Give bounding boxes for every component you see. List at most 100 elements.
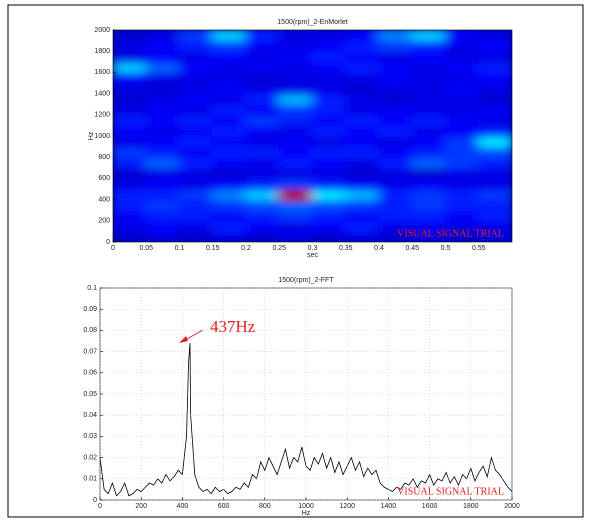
heatmap-cell — [311, 92, 347, 106]
heatmap-cell — [311, 103, 347, 116]
x-tick-label: 2000 — [504, 503, 520, 510]
heatmap-cell — [378, 30, 414, 42]
x-tick-label: 0.5 — [441, 245, 451, 252]
heatmap-cell — [178, 92, 214, 106]
heatmap-cell — [113, 124, 148, 137]
watermark: VISUAL SIGNAL TRIAL — [397, 486, 504, 497]
heatmap-cell — [344, 113, 380, 127]
heatmap-cell — [245, 60, 281, 74]
heatmap-cell — [278, 82, 314, 95]
x-tick-label: 0.05 — [139, 245, 153, 252]
heatmap-cell — [211, 103, 247, 116]
y-tick-label: 800 — [98, 154, 110, 161]
heatmap-cell — [211, 71, 247, 84]
x-tick-label: 600 — [218, 503, 230, 510]
heatmap-cell — [444, 71, 480, 84]
heatmap-cell — [278, 198, 314, 212]
heatmap-cell — [245, 30, 281, 42]
heatmap-cell — [245, 177, 281, 190]
heatmap-cell — [245, 124, 281, 137]
heatmap-cell — [178, 113, 214, 127]
heatmap-cell — [344, 50, 380, 63]
y-tick-label: 0.05 — [83, 391, 97, 398]
heatmap-cell — [278, 50, 314, 63]
heatmap-cell — [311, 166, 347, 180]
x-tick-label: 1400 — [381, 503, 397, 510]
heatmap-cell — [211, 82, 247, 95]
heatmap-cell — [245, 135, 281, 148]
heatmap-cell — [378, 166, 414, 180]
chart-title: 1500(rpm)_2-EnMorlet — [277, 19, 347, 26]
heatmap-cell — [444, 209, 480, 222]
x-tick-label: 800 — [259, 503, 271, 510]
heatmap-cell — [211, 219, 247, 233]
heatmap-cell — [411, 124, 447, 137]
heatmap-cell — [477, 156, 512, 169]
x-tick-label: 0 — [98, 503, 102, 510]
heatmap-cell — [113, 219, 148, 233]
heatmap-cell — [145, 60, 181, 74]
heatmap-cell — [411, 71, 447, 84]
heatmap-cell — [378, 219, 414, 233]
heatmap-cell — [477, 39, 512, 53]
heatmap-cell — [278, 124, 314, 137]
heatmap-cell — [178, 71, 214, 84]
heatmap-cell — [211, 92, 247, 106]
heatmap-cell — [278, 39, 314, 53]
heatmap-cell — [113, 39, 148, 53]
heatmap-cell — [378, 198, 414, 212]
chart-title: 1500(rpm)_2-FFT — [278, 277, 334, 284]
heatmap-cell — [245, 209, 281, 222]
heatmap-cell — [344, 60, 380, 74]
heatmap-cell — [311, 156, 347, 169]
heatmap-cell — [145, 113, 181, 127]
heatmap-cell — [278, 135, 314, 148]
y-tick-label: 0.07 — [83, 348, 97, 355]
heatmap-cell — [113, 103, 148, 116]
x-tick-label: 0.25 — [272, 245, 286, 252]
y-tick-label: 0 — [106, 239, 110, 246]
fft-line — [99, 343, 513, 497]
heatmap-cell — [211, 135, 247, 148]
y-tick-label: 200 — [98, 218, 110, 225]
heatmap-cell — [444, 135, 480, 148]
heatmap-cell — [344, 166, 380, 180]
heatmap-cell — [113, 188, 148, 201]
heatmap-cell — [211, 60, 247, 74]
heatmap-cell — [178, 124, 214, 137]
x-tick-label: 400 — [177, 503, 189, 510]
heatmap-cell — [477, 166, 512, 180]
heatmap-cell — [477, 177, 512, 190]
y-tick-label: 1800 — [94, 48, 110, 55]
heatmap-cell — [477, 92, 512, 106]
heatmap-cell — [311, 124, 347, 137]
heatmap-cell — [211, 39, 247, 53]
annotation: 437Hz — [210, 317, 256, 336]
heatmap-cell — [211, 124, 247, 137]
heatmap-cell — [145, 92, 181, 106]
heatmap-cell — [444, 145, 480, 159]
y-tick-label: 0 — [93, 497, 97, 504]
heatmap-cell — [145, 50, 181, 63]
heatmap-cell — [311, 209, 347, 222]
heatmap-cell — [444, 166, 480, 180]
heatmap-cell — [344, 135, 380, 148]
heatmap-cell — [378, 39, 414, 53]
heatmap-cell — [245, 92, 281, 106]
heatmap-blur — [113, 30, 512, 242]
heatmap-cell — [145, 209, 181, 222]
heatmap-cell — [477, 124, 512, 137]
x-tick-label: 1800 — [463, 503, 479, 510]
heatmap-cell — [278, 71, 314, 84]
heatmap-cell — [178, 177, 214, 190]
heatmap-cell — [311, 177, 347, 190]
heatmap-cell — [378, 82, 414, 95]
heatmap-cell — [477, 219, 512, 233]
y-tick-label: 1400 — [94, 90, 110, 97]
y-tick-label: 0.08 — [83, 327, 97, 334]
heatmap-cell — [245, 198, 281, 212]
annotation-arrow — [184, 329, 204, 341]
heatmap-cell — [378, 60, 414, 74]
y-tick-label: 1200 — [94, 112, 110, 119]
heatmap-cell — [411, 166, 447, 180]
